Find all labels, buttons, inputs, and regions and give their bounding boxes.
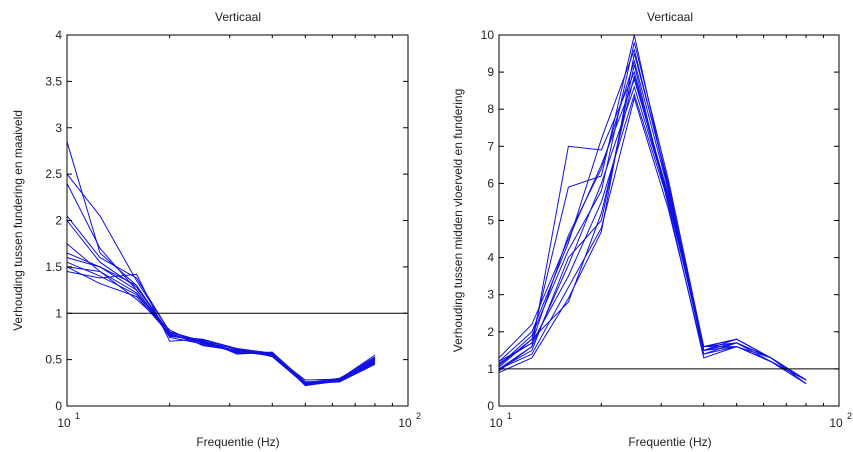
chart-left-ytick-label: 3.5 [45, 74, 62, 88]
chart-right-ytick-label: 7 [487, 139, 494, 153]
chart-right-xtick-label: 10 [489, 416, 503, 430]
chart-left-ytick-label: 0.5 [45, 353, 62, 367]
chart-right-ytick-label: 8 [487, 102, 494, 116]
chart-right-ytick-label: 10 [481, 28, 495, 42]
chart-right-ytick-label: 4 [487, 251, 494, 265]
chart-left-xtick-label: 10 [57, 416, 71, 430]
chart-left-series-line-5 [66, 220, 376, 386]
chart-left-series-line-11 [66, 266, 376, 383]
chart-right-ytick-label: 1 [487, 362, 494, 376]
chart-left-ytick-label: 0 [55, 399, 62, 413]
chart-left-xtick-exponent: 1 [75, 411, 80, 421]
chart-right-ytick-label: 3 [487, 288, 494, 302]
chart-right-title: Verticaal [647, 10, 693, 24]
chart-left-ytick-label: 4 [55, 28, 62, 42]
chart-right-ytick-label: 9 [487, 65, 494, 79]
chart-left: Verticaal 0 0.5 1 1.5 2 2.5 3 3.5 4 10 1 10 2 Freque… [11, 10, 421, 449]
chart-left-ticks: 0 0.5 1 1.5 2 2.5 3 3.5 4 10 1 10 2 [45, 28, 421, 430]
chart-right-ytick-label: 5 [487, 214, 494, 228]
chart-left-series-line-4 [66, 215, 376, 383]
chart-right-ytick-label: 6 [487, 176, 494, 190]
chart-right-xtick-label: 10 [829, 416, 843, 430]
chart-right-series-line-2 [498, 34, 807, 381]
chart-left-series-line-3 [66, 183, 376, 387]
chart-right-series-line-3 [498, 53, 807, 385]
chart-left-series-line-12 [66, 252, 376, 381]
chart-right-series-line-12 [498, 75, 807, 381]
chart-left-ytick-label: 1 [55, 306, 62, 320]
chart-left-xlabel: Frequentie (Hz) [196, 435, 279, 449]
chart-right-xtick-exponent: 2 [847, 411, 852, 421]
chart-right-ylabel: Verhouding tussen midden vloerveld en fu… [451, 89, 465, 353]
chart-right-series-line-8 [498, 85, 807, 381]
chart-right-xtick-exponent: 1 [507, 411, 512, 421]
chart-right: Verticaal 0 1 2 3 4 5 6 7 8 9 10 10 1 10 2 Frequentie … [451, 10, 852, 449]
chart-left-ytick-label: 2.5 [45, 167, 62, 181]
chart-left-xtick-exponent: 2 [416, 411, 421, 421]
chart-right-series-line-9 [498, 48, 807, 381]
chart-right-ticks: 0 1 2 3 4 5 6 7 8 9 10 10 1 10 2 [481, 28, 852, 430]
chart-right-ytick-label: 0 [487, 399, 494, 413]
chart-left-series-line-8 [66, 261, 376, 387]
chart-right-series-line-11 [498, 59, 807, 381]
chart-left-ytick-label: 2 [55, 214, 62, 228]
chart-right-xlabel: Frequentie (Hz) [628, 435, 711, 449]
chart-right-ytick-label: 2 [487, 325, 494, 339]
chart-left-ytick-label: 3 [55, 121, 62, 135]
chart-left-series-group [66, 141, 408, 387]
chart-left-series-line-9 [66, 266, 376, 386]
chart-left-title: Verticaal [215, 10, 261, 24]
chart-right-axes-box [498, 34, 840, 407]
chart-left-ytick-label: 1.5 [45, 260, 62, 274]
chart-right-series-group [498, 34, 839, 385]
chart-left-xtick-label: 10 [398, 416, 412, 430]
chart-left-ylabel: Verhouding tussen fundering en maaiveld [11, 110, 25, 331]
